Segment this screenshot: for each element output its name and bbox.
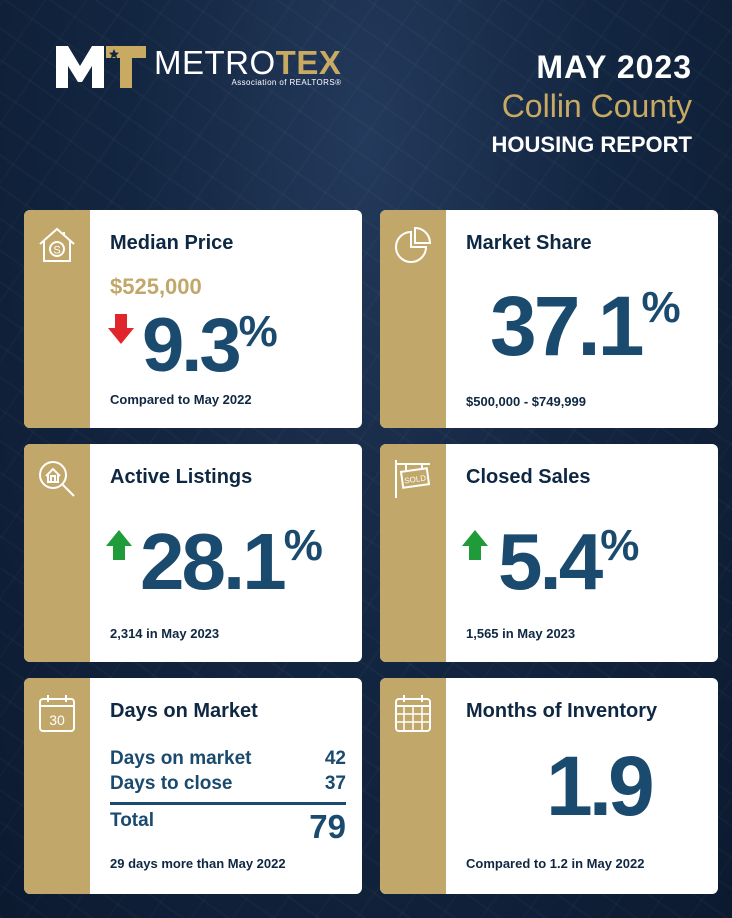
median-price-note: Compared to May 2022 <box>110 392 252 407</box>
pie-chart-icon <box>395 226 432 263</box>
calendar-grid-icon <box>395 695 431 732</box>
months-inventory-note: Compared to 1.2 in May 2022 <box>466 856 645 871</box>
dom-row-label: Days on market <box>110 748 252 769</box>
metrotex-logo: METROTEX Association of REALTORS® <box>54 42 341 90</box>
report-title: HOUSING REPORT <box>491 132 692 157</box>
closed-sales-title: Closed Sales <box>466 466 591 488</box>
report-date: MAY 2023 <box>536 49 692 85</box>
calendar-30-icon: 30 <box>39 695 75 732</box>
median-price-title: Median Price <box>110 232 234 254</box>
median-price-value: $525,000 <box>110 274 202 299</box>
arrow-up-icon <box>106 530 132 560</box>
logo-name: METROTEX <box>154 43 342 81</box>
days-on-market-title: Days on Market <box>110 700 258 722</box>
market-share-card: Market Share 37.1% $500,000 - $749,999 <box>380 210 718 428</box>
market-share-note: $500,000 - $749,999 <box>466 394 586 409</box>
dom-row: Days to close 37 <box>110 773 346 795</box>
market-share-value: 37.1% <box>490 279 681 373</box>
dom-total-value: 79 <box>309 808 346 845</box>
active-listings-note: 2,314 in May 2023 <box>110 626 220 641</box>
months-inventory-card: Months of Inventory 1.9 Compared to 1.2 … <box>380 678 718 894</box>
active-listings-card: Active Listings 28.1% 2,314 in May 2023 <box>24 444 362 662</box>
dom-row-label: Days to close <box>110 773 233 794</box>
active-listings-title: Active Listings <box>110 466 253 488</box>
median-price-card: S Median Price $525,000 9.3% Compared to… <box>24 210 362 428</box>
svg-text:SOLD: SOLD <box>404 473 427 485</box>
arrow-up-icon <box>462 530 488 560</box>
card-sidebar <box>24 210 90 428</box>
dom-total-label: Total <box>110 810 154 831</box>
report-county: Collin County <box>501 88 692 124</box>
months-inventory-value: 1.9 <box>546 739 655 833</box>
logo-subtitle: Association of REALTORS® <box>231 77 342 87</box>
dom-row-value: 37 <box>324 773 346 794</box>
active-listings-change: 28.1% <box>140 517 323 606</box>
dom-row: Days on market 42 <box>110 748 346 770</box>
market-share-title: Market Share <box>466 232 592 254</box>
closed-sales-note: 1,565 in May 2023 <box>466 626 576 641</box>
days-on-market-note: 29 days more than May 2022 <box>110 856 286 871</box>
mt-logo-mark-icon <box>56 46 146 88</box>
days-on-market-card: 30 Days on Market Days on market 42 Days… <box>24 678 362 894</box>
months-inventory-title: Months of Inventory <box>466 700 658 722</box>
card-sidebar <box>380 444 446 662</box>
closed-sales-change: 5.4% <box>498 517 640 606</box>
svg-text:S: S <box>53 245 60 257</box>
arrow-down-icon <box>108 314 134 344</box>
sold-sign-icon: SOLD <box>395 460 431 498</box>
dom-total-row: Total 79 <box>110 808 346 846</box>
card-sidebar <box>24 678 90 894</box>
dom-divider <box>110 802 346 805</box>
house-dollar-icon: S <box>39 227 75 262</box>
house-search-icon <box>39 461 75 497</box>
closed-sales-card: SOLD Closed Sales 5.4% 1,565 in May 2023 <box>380 444 718 662</box>
svg-text:30: 30 <box>49 712 65 728</box>
dom-row-value: 42 <box>324 748 346 769</box>
report-header: MAY 2023 Collin County HOUSING REPORT <box>492 48 692 162</box>
median-price-change: 9.3% <box>142 303 278 388</box>
